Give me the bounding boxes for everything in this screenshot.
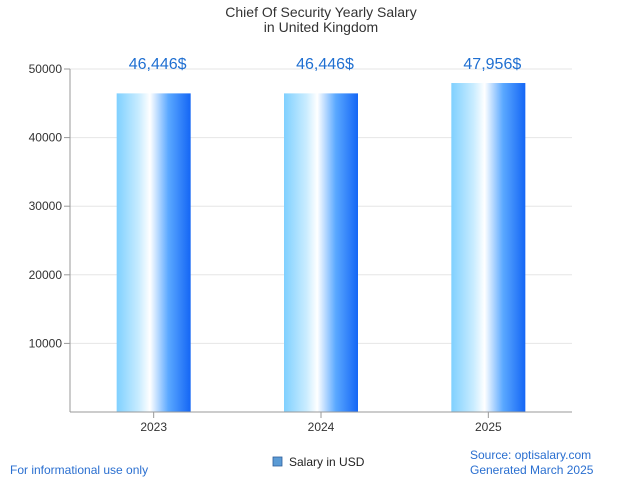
bar-2024 bbox=[284, 93, 358, 413]
footer-generated: Generated March 2025 bbox=[470, 463, 594, 477]
data-labels: 46,446$ 46,446$ 47,956$ bbox=[129, 56, 522, 73]
data-label-2025: 47,956$ bbox=[463, 56, 521, 73]
data-label-2023: 46,446$ bbox=[129, 56, 187, 73]
y-tick-label: 30000 bbox=[29, 199, 63, 213]
bar-2025 bbox=[451, 83, 526, 412]
data-label-2024: 46,446$ bbox=[296, 56, 354, 73]
y-tick-label: 10000 bbox=[29, 336, 63, 350]
legend-swatch bbox=[272, 456, 283, 467]
x-tick-label-2025: 2025 bbox=[475, 420, 502, 434]
x-axis-ticks: 2023 2024 2025 bbox=[140, 412, 502, 434]
y-tick-label: 20000 bbox=[29, 268, 63, 282]
legend-label: Salary in USD bbox=[289, 455, 365, 469]
chart-title-line-1: Chief Of Security Yearly Salary bbox=[225, 4, 416, 20]
bars bbox=[116, 83, 526, 413]
y-tick-label: 50000 bbox=[29, 62, 63, 76]
x-tick-label-2024: 2024 bbox=[308, 420, 335, 434]
legend: Salary in USD bbox=[272, 455, 365, 469]
footer-disclaimer: For informational use only bbox=[10, 463, 148, 477]
y-axis-ticks: 10000 20000 30000 40000 50000 bbox=[29, 62, 70, 350]
bar-2023 bbox=[116, 93, 191, 413]
footer-source: Source: optisalary.com bbox=[470, 448, 591, 462]
y-tick-label: 40000 bbox=[29, 131, 63, 145]
chart-title-line-2: in United Kingdom bbox=[264, 19, 378, 35]
x-tick-label-2023: 2023 bbox=[140, 420, 167, 434]
